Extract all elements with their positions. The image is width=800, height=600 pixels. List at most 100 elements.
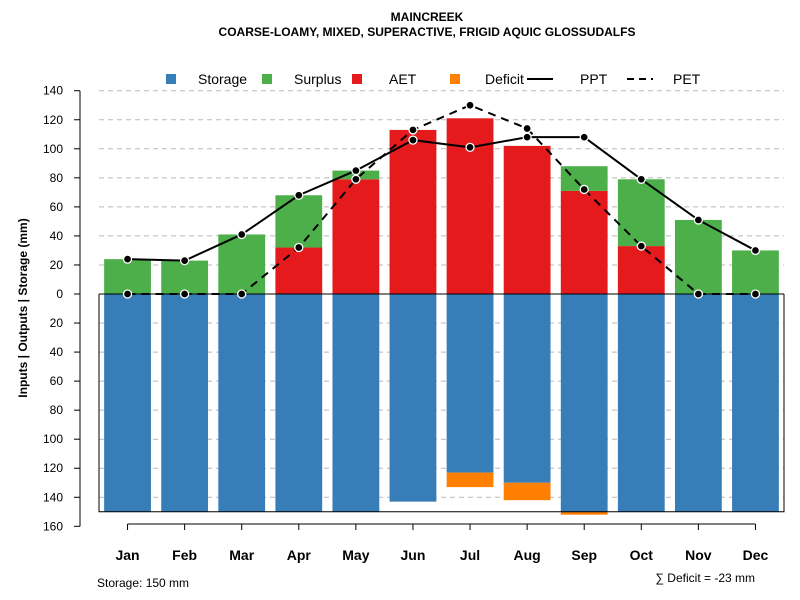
aet-bar (275, 247, 323, 294)
gridlines (99, 90, 784, 498)
x-tick-label: May (342, 547, 369, 563)
y-tick-label: 20 (50, 316, 64, 330)
pet-line (127, 104, 756, 295)
storage-bar (332, 294, 380, 512)
x-tick-label: Mar (229, 547, 254, 563)
x-tick-label: Jul (460, 547, 480, 563)
ppt-point (408, 135, 418, 145)
surplus-bar (161, 260, 209, 294)
aet-bar (332, 179, 380, 294)
series-lines (122, 100, 761, 299)
pet-point (351, 174, 361, 184)
storage-bar (161, 294, 209, 512)
x-tick-label: Apr (287, 547, 312, 563)
deficit-bar (446, 472, 494, 488)
y-tick-label: 20 (50, 258, 64, 272)
legend-swatch (166, 74, 176, 84)
y-tick-label: 0 (56, 287, 63, 301)
y-tick-label: 100 (43, 432, 63, 446)
deficit-bar (503, 482, 551, 501)
y-tick-label: 140 (43, 84, 63, 98)
storage-bar (732, 294, 779, 512)
surplus-bar (104, 259, 151, 294)
legend-label: PET (673, 71, 701, 87)
x-tick-label: Oct (630, 547, 654, 563)
surplus-bar (674, 219, 722, 294)
storage-bar (389, 294, 437, 502)
x-tick-label: Aug (514, 547, 541, 563)
y-tick-label: 120 (43, 461, 63, 475)
y-tick-label: 60 (50, 200, 64, 214)
surplus-bar (617, 179, 665, 247)
ppt-point (693, 215, 704, 225)
legend-label: Storage (198, 71, 247, 87)
ppt-line (127, 136, 756, 262)
x-tick-label: Jun (401, 547, 426, 563)
pet-point (750, 289, 761, 299)
storage-capacity-outline (98, 294, 785, 513)
y-tick-label: 120 (43, 113, 63, 127)
pet-point (636, 241, 646, 251)
ppt-point (465, 142, 475, 152)
pet-point (522, 123, 532, 134)
ppt-point (636, 174, 646, 184)
x-tick-label: Feb (172, 547, 197, 563)
legend-swatch (262, 74, 272, 84)
aet-bar (560, 190, 608, 294)
surplus-bar (732, 250, 779, 294)
bars (98, 118, 785, 515)
y-tick-label: 40 (50, 345, 64, 359)
legend-label: AET (389, 71, 417, 87)
legend: Storage Surplus AET Deficit PPT PET (166, 71, 701, 87)
storage-bar (617, 294, 665, 512)
aet-bar (617, 246, 665, 294)
pet-point (179, 289, 190, 299)
storage-bar (104, 294, 151, 512)
y-tick-label: 100 (43, 142, 63, 156)
ppt-point (122, 254, 133, 264)
y-tick-label: 40 (50, 229, 64, 243)
chart-subtitle: COARSE-LOAMY, MIXED, SUPERACTIVE, FRIGID… (219, 25, 636, 39)
aet-bar (389, 129, 437, 294)
pet-point (294, 242, 304, 253)
x-tick-label: Nov (685, 547, 712, 563)
storage-bar (503, 294, 551, 483)
legend-label: Surplus (294, 71, 341, 87)
pet-point (408, 125, 418, 135)
ppt-point (179, 255, 190, 266)
y-tick-label: 80 (50, 403, 64, 417)
ppt-point (750, 245, 761, 256)
storage-bar (218, 294, 266, 512)
chart-title: MAINCREEK (391, 10, 464, 24)
storage-bar (446, 294, 494, 473)
pet-point (122, 289, 133, 299)
pet-point (465, 100, 475, 110)
surplus-bar (275, 195, 323, 248)
storage-note: Storage: 150 mm (97, 576, 189, 590)
pet-point (693, 289, 704, 299)
legend-swatch (450, 74, 460, 84)
deficit-bar (560, 511, 608, 515)
ppt-point (294, 190, 304, 200)
storage-bar (674, 294, 722, 512)
x-tick-label: Sep (571, 547, 597, 563)
aet-bar (503, 145, 551, 294)
deficit-note: ∑ Deficit = -23 mm (655, 571, 755, 585)
ppt-point (579, 132, 589, 142)
legend-swatch (352, 74, 362, 84)
storage-bar (275, 294, 323, 512)
legend-label: Deficit (485, 71, 524, 87)
ppt-point (237, 229, 247, 240)
ppt-point (351, 165, 361, 176)
surplus-bar (218, 234, 266, 294)
ppt-point (522, 132, 532, 142)
legend-label: PPT (580, 71, 608, 87)
y-tick-label: 160 (43, 519, 63, 533)
y-tick-label: 60 (50, 374, 64, 388)
x-tick-label: Jan (115, 547, 139, 563)
y-axis-label: Inputs | Outputs | Storage (mm) (16, 218, 30, 397)
y-tick-label: 140 (43, 490, 63, 504)
pet-point (237, 289, 247, 299)
x-tick-label: Dec (743, 547, 769, 563)
